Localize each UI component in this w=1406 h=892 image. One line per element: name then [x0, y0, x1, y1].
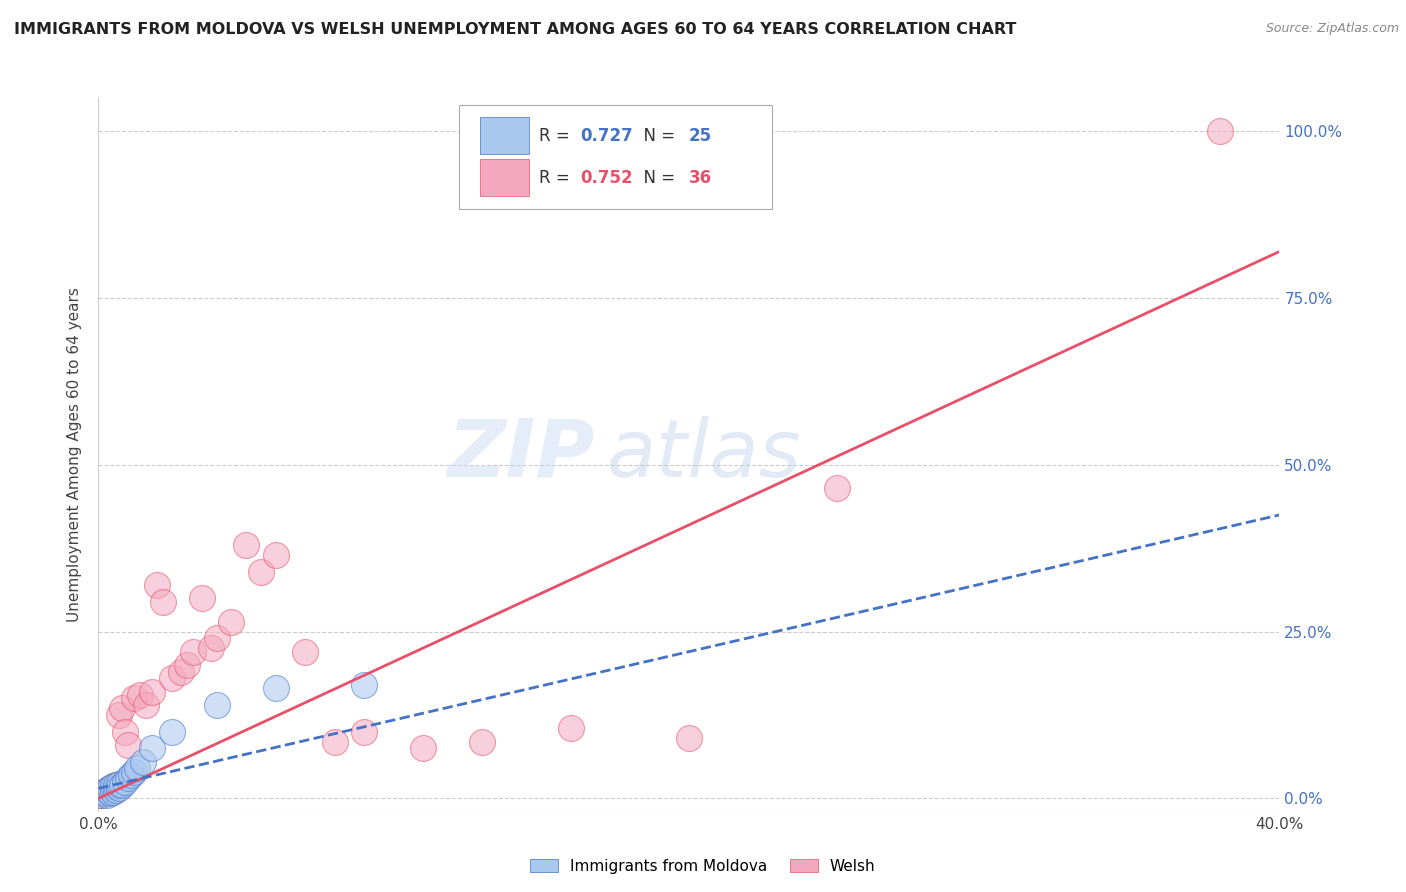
Point: [471, 734, 494, 748]
Point: [111, 701, 134, 715]
Point: [93, 785, 115, 799]
FancyBboxPatch shape: [479, 159, 530, 196]
Point: [96, 785, 118, 799]
Point: [412, 741, 434, 756]
Point: [105, 778, 128, 792]
Point: [294, 645, 316, 659]
Point: [120, 768, 142, 782]
Point: [114, 724, 136, 739]
Point: [90, 788, 112, 802]
Text: R =: R =: [538, 169, 575, 186]
FancyBboxPatch shape: [479, 117, 530, 154]
Point: [132, 755, 155, 769]
Point: [353, 678, 375, 692]
Legend: Immigrants from Moldova, Welsh: Immigrants from Moldova, Welsh: [524, 853, 882, 880]
Point: [264, 681, 287, 696]
Point: [1209, 124, 1232, 138]
Point: [146, 578, 169, 592]
Point: [90, 788, 112, 802]
Point: [191, 591, 214, 606]
Point: [323, 734, 346, 748]
Point: [108, 777, 131, 791]
Point: [111, 778, 134, 792]
Point: [825, 481, 848, 495]
Point: [162, 671, 183, 685]
Point: [678, 731, 700, 746]
Point: [125, 761, 148, 775]
Point: [205, 698, 228, 712]
Text: N =: N =: [634, 169, 681, 186]
Point: [205, 632, 228, 646]
Point: [170, 665, 193, 679]
Text: atlas: atlas: [606, 416, 801, 494]
Point: [141, 684, 163, 698]
Point: [114, 774, 136, 789]
Text: R =: R =: [538, 127, 575, 145]
Point: [98, 781, 121, 796]
Text: IMMIGRANTS FROM MOLDOVA VS WELSH UNEMPLOYMENT AMONG AGES 60 TO 64 YEARS CORRELAT: IMMIGRANTS FROM MOLDOVA VS WELSH UNEMPLO…: [14, 22, 1017, 37]
Point: [181, 645, 204, 659]
Point: [235, 538, 257, 552]
Text: Source: ZipAtlas.com: Source: ZipAtlas.com: [1265, 22, 1399, 36]
Text: ZIP: ZIP: [447, 416, 595, 494]
Point: [122, 764, 145, 779]
Text: N =: N =: [634, 127, 681, 145]
Point: [105, 783, 128, 797]
Point: [105, 778, 128, 792]
Point: [152, 594, 174, 608]
Point: [200, 641, 222, 656]
Point: [117, 738, 139, 752]
Point: [122, 691, 145, 706]
Text: 25: 25: [689, 127, 711, 145]
Point: [96, 783, 118, 797]
Text: 0.727: 0.727: [581, 127, 633, 145]
FancyBboxPatch shape: [458, 105, 772, 209]
Point: [93, 786, 115, 800]
Point: [250, 565, 273, 579]
Point: [219, 615, 242, 629]
Point: [103, 785, 125, 799]
Point: [103, 780, 125, 794]
Point: [141, 741, 163, 756]
Text: 0.752: 0.752: [581, 169, 633, 186]
Point: [135, 698, 157, 712]
Point: [108, 708, 131, 723]
Point: [264, 548, 287, 562]
Point: [162, 724, 183, 739]
Point: [93, 786, 115, 800]
Point: [128, 688, 150, 702]
Point: [560, 722, 582, 736]
Point: [353, 724, 375, 739]
Point: [98, 786, 121, 800]
Point: [98, 781, 121, 796]
Y-axis label: Unemployment Among Ages 60 to 64 years: Unemployment Among Ages 60 to 64 years: [67, 287, 83, 623]
Point: [108, 781, 131, 796]
Point: [103, 783, 125, 797]
Point: [176, 658, 198, 673]
Point: [96, 788, 118, 802]
Text: 36: 36: [689, 169, 711, 186]
Point: [117, 772, 139, 786]
